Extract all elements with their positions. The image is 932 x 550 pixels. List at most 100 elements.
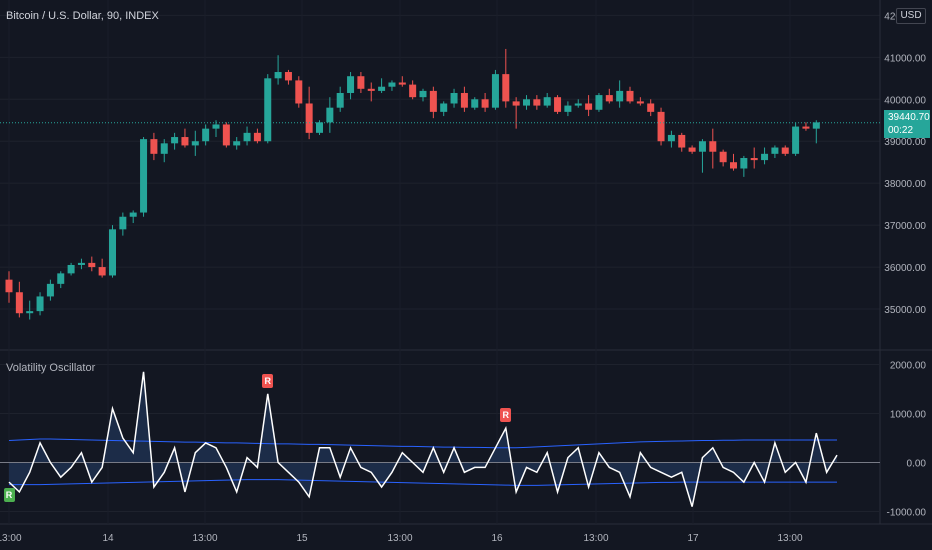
signal-label-down: R <box>500 408 512 423</box>
price-tick-label: 39000.00 <box>884 137 926 148</box>
candle-body <box>419 90 427 98</box>
candle-body <box>181 137 189 146</box>
candle-body <box>688 147 696 152</box>
time-tick-label: 13:00 <box>583 533 608 544</box>
candle-body <box>57 273 65 284</box>
candle-body <box>543 97 551 106</box>
candle-body <box>77 262 85 265</box>
candle-body <box>26 311 34 314</box>
candle-body <box>98 267 106 276</box>
candle-body <box>574 103 582 106</box>
candle-body <box>222 124 230 146</box>
candle-body <box>481 99 489 108</box>
price-tick-label: 41000.00 <box>884 53 926 64</box>
candle-body <box>253 132 261 142</box>
candle-body <box>398 82 406 85</box>
candle-body <box>647 103 655 112</box>
candle-body <box>626 90 634 102</box>
candle-body <box>802 126 810 129</box>
candle-body <box>512 101 520 106</box>
candle-body <box>36 296 44 312</box>
candle-body <box>616 90 624 102</box>
candle-body <box>409 84 417 98</box>
candle-body <box>460 92 468 108</box>
candle-body <box>46 283 54 297</box>
candle-body <box>5 279 13 293</box>
candle-body <box>191 141 199 146</box>
current-price-label: 39440.70 00:22 <box>884 110 930 138</box>
currency-button[interactable]: USD <box>896 8 926 24</box>
candle-body <box>605 95 613 102</box>
upper-band-line <box>8 438 837 449</box>
candle-body <box>202 128 210 142</box>
oscillator-line <box>8 371 838 507</box>
candle-body <box>88 262 96 268</box>
candle-body <box>450 92 458 104</box>
oscillator-title: Volatility Oscillator <box>6 362 96 374</box>
candle-body <box>119 216 127 230</box>
candle-body <box>440 103 448 112</box>
candle-body <box>678 134 686 148</box>
candle-body <box>761 153 769 161</box>
signal-label-down: R <box>262 373 274 388</box>
candle-body <box>595 95 603 110</box>
current-price-value: 39440.70 <box>888 112 930 123</box>
time-tick-label: 15 <box>296 533 308 544</box>
time-tick-label: 17 <box>687 533 699 544</box>
price-tick-label: 35000.00 <box>884 305 926 316</box>
price-tick-label: 36000.00 <box>884 263 926 274</box>
time-tick-label: 13:00 <box>0 533 22 544</box>
candle-body <box>781 147 789 154</box>
time-tick-label: 16 <box>491 533 503 544</box>
candle-body <box>160 143 168 154</box>
candle-body <box>792 126 800 154</box>
candle-body <box>740 158 748 169</box>
candle-body <box>730 162 737 169</box>
price-tick-label: 38000.00 <box>884 179 926 190</box>
osc-tick-label: 0.00 <box>907 459 927 470</box>
time-tick-label: 14 <box>102 533 114 544</box>
price-tick-label: 40000.00 <box>884 95 926 106</box>
candle-body <box>564 105 572 112</box>
osc-tick-label: 1000.00 <box>890 409 927 420</box>
candle-body <box>264 78 272 142</box>
time-tick-label: 13:00 <box>387 533 412 544</box>
lower-band-line <box>9 479 837 486</box>
candle-body <box>533 99 541 106</box>
candle-body <box>719 151 727 163</box>
candle-body <box>171 137 179 144</box>
osc-tick-label: 2000.00 <box>890 360 927 371</box>
candle-body <box>667 134 675 142</box>
oscillator-series <box>0 371 880 507</box>
candle-body <box>284 72 292 81</box>
candle-body <box>15 292 23 314</box>
price-axis: 42000.0041000.0040000.0039000.0038000.00… <box>884 11 926 518</box>
candle-body <box>771 147 779 154</box>
osc-tick-label: -1000.00 <box>887 508 927 519</box>
candle-body <box>233 141 241 146</box>
candle-body <box>109 229 116 276</box>
time-tick-label: 13:00 <box>192 533 217 544</box>
candle-body <box>491 74 499 108</box>
candle-body <box>698 141 706 152</box>
candle-body <box>388 82 396 87</box>
candlestick-series <box>0 48 880 320</box>
candle-body <box>295 80 303 104</box>
candle-body <box>140 139 148 213</box>
oscillator-fill <box>9 371 837 507</box>
candle-body <box>67 264 75 274</box>
candle-body <box>305 103 313 133</box>
candle-body <box>636 101 644 104</box>
candle-body <box>347 76 355 93</box>
bar-countdown: 00:22 <box>888 125 914 136</box>
candle-body <box>502 74 510 102</box>
chart-title: Bitcoin / U.S. Dollar, 90, INDEX <box>6 10 159 22</box>
candle-body <box>336 92 344 108</box>
candle-body <box>709 141 717 152</box>
candle-body <box>274 72 282 79</box>
candle-body <box>554 97 562 112</box>
candle-body <box>357 76 365 89</box>
candle-body <box>367 88 375 91</box>
candle-body <box>812 122 820 129</box>
